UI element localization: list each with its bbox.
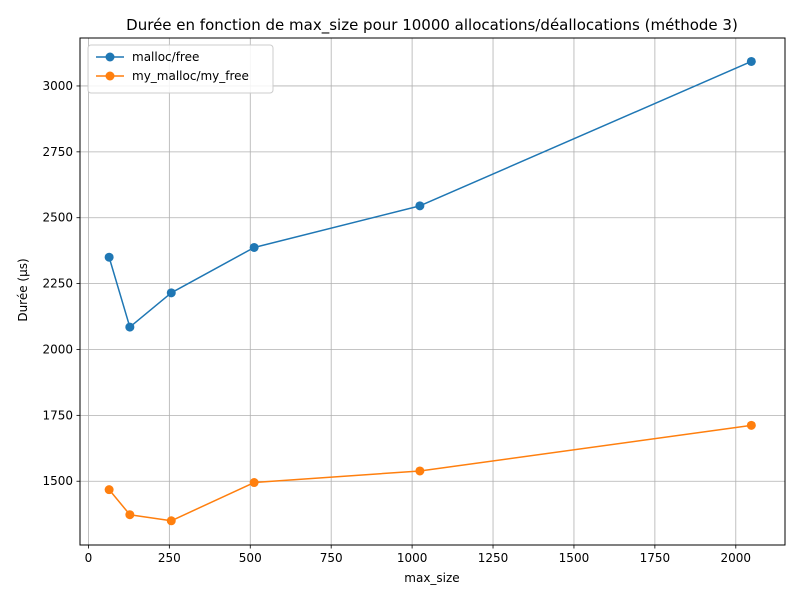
x-tick-label: 2000 bbox=[721, 551, 752, 565]
data-point bbox=[104, 485, 114, 495]
data-point bbox=[104, 252, 114, 262]
x-tick-label: 1500 bbox=[559, 551, 590, 565]
data-point bbox=[415, 466, 425, 476]
legend-label: my_malloc/my_free bbox=[132, 69, 249, 83]
series-line bbox=[108, 424, 752, 522]
y-axis: 1500 1750 2000 2250 2500 2750 3000 bbox=[42, 79, 80, 488]
x-tick-label: 500 bbox=[239, 551, 262, 565]
data-point bbox=[166, 288, 176, 298]
series-line bbox=[108, 60, 752, 328]
x-axis: 0 250 500 750 1000 1250 1500 1750 2000 bbox=[85, 545, 751, 565]
y-tick-label: 2750 bbox=[42, 145, 73, 159]
series-0 bbox=[104, 56, 756, 332]
y-tick-label: 2000 bbox=[42, 342, 73, 356]
data-point bbox=[125, 322, 135, 332]
y-tick-label: 1500 bbox=[42, 474, 73, 488]
series-1 bbox=[104, 420, 756, 526]
y-tick-label: 2250 bbox=[42, 277, 73, 291]
grid bbox=[80, 38, 785, 545]
x-tick-label: 1750 bbox=[640, 551, 671, 565]
x-tick-label: 750 bbox=[320, 551, 343, 565]
y-axis-label: Durée (µs) bbox=[16, 258, 30, 321]
series-layer bbox=[104, 56, 756, 526]
data-point bbox=[746, 56, 756, 66]
legend-item: malloc/free bbox=[96, 50, 199, 64]
x-tick-label: 250 bbox=[158, 551, 181, 565]
legend-item: my_malloc/my_free bbox=[96, 69, 249, 83]
plot-frame bbox=[79, 37, 786, 546]
data-point bbox=[249, 478, 259, 488]
legend: malloc/free my_malloc/my_free bbox=[87, 44, 274, 94]
y-tick-label: 1750 bbox=[42, 408, 73, 422]
data-point bbox=[166, 516, 176, 526]
x-tick-label: 1000 bbox=[397, 551, 428, 565]
y-tick-label: 2500 bbox=[42, 211, 73, 225]
chart-title: Durée en fonction de max_size pour 10000… bbox=[126, 16, 738, 35]
legend-label: malloc/free bbox=[132, 50, 199, 64]
data-point bbox=[249, 242, 259, 252]
data-point bbox=[746, 420, 756, 430]
data-point bbox=[125, 510, 135, 520]
data-point bbox=[415, 201, 425, 211]
legend-frame bbox=[87, 44, 274, 94]
x-tick-label: 1250 bbox=[478, 551, 509, 565]
x-axis-label: max_size bbox=[404, 571, 459, 585]
y-tick-label: 3000 bbox=[42, 79, 73, 93]
legend-marker bbox=[105, 71, 115, 81]
x-tick-label: 0 bbox=[85, 551, 93, 565]
legend-marker bbox=[105, 52, 115, 62]
